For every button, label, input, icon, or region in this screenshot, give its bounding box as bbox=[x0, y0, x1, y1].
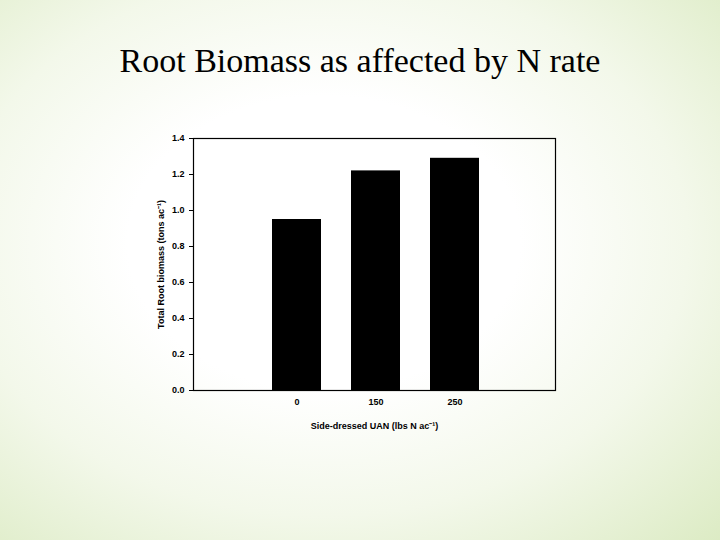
svg-text:1.2: 1.2 bbox=[172, 169, 185, 179]
svg-text:150: 150 bbox=[368, 397, 383, 407]
svg-text:Side-dressed UAN (lbs N ac⁻¹): Side-dressed UAN (lbs N ac⁻¹) bbox=[311, 421, 439, 431]
svg-text:1.0: 1.0 bbox=[172, 205, 185, 215]
svg-text:0.4: 0.4 bbox=[172, 313, 185, 323]
svg-text:1.4: 1.4 bbox=[172, 133, 185, 143]
svg-text:250: 250 bbox=[447, 397, 462, 407]
svg-text:0.0: 0.0 bbox=[172, 385, 185, 395]
svg-text:Total Root biomass (tons ac⁻¹): Total Root biomass (tons ac⁻¹) bbox=[156, 200, 166, 329]
svg-text:0.2: 0.2 bbox=[172, 349, 185, 359]
svg-text:0.6: 0.6 bbox=[172, 277, 185, 287]
svg-text:0: 0 bbox=[294, 397, 299, 407]
html-text:Root Biomass as affected by N: Root Biomass as affected by N rate bbox=[119, 42, 601, 79]
svg-text:0.8: 0.8 bbox=[172, 241, 185, 251]
